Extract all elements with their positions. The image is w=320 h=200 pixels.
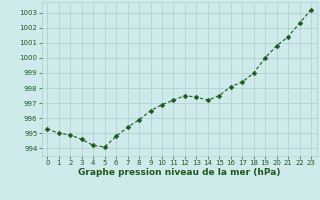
X-axis label: Graphe pression niveau de la mer (hPa): Graphe pression niveau de la mer (hPa) xyxy=(78,168,280,177)
